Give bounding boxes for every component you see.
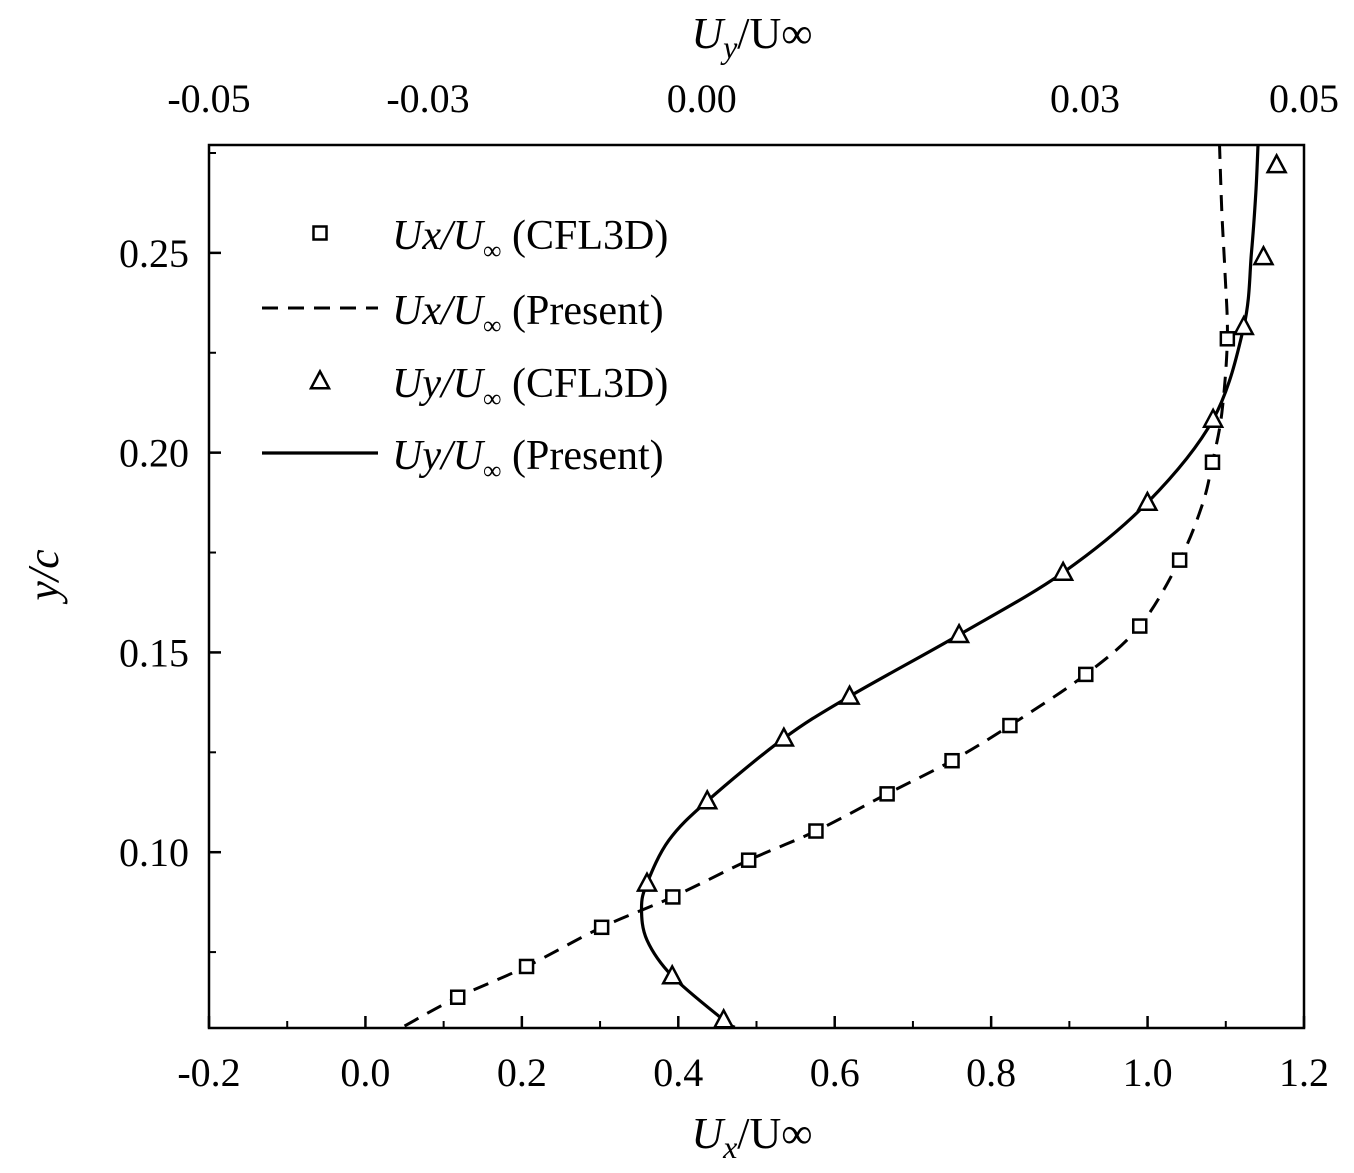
legend-item: Ux/U∞ (CFL3D) bbox=[312, 213, 668, 265]
legend-label: Uy/U∞ (CFL3D) bbox=[392, 361, 668, 413]
data-point-ux-cfl3d bbox=[1002, 717, 1018, 734]
data-point-ux-cfl3d bbox=[1204, 454, 1221, 470]
legend-label: Uy/U∞ (Present) bbox=[392, 433, 664, 485]
data-point-uy-cfl3d bbox=[1136, 490, 1159, 512]
axis-ticks: -0.2 0.0 0.2 0.4 0.6 0.8 1.0 1.2 -0.05 -0.03 0.00 0… bbox=[119, 76, 1339, 1095]
data-point-uy-cfl3d bbox=[696, 788, 719, 810]
plot-curves bbox=[403, 145, 1260, 1028]
x-tick-label-bottom: 0.0 bbox=[340, 1050, 390, 1095]
data-point-ux-cfl3d bbox=[593, 919, 610, 936]
x-tick-label-bottom: 0.4 bbox=[653, 1050, 703, 1095]
legend-square-icon bbox=[312, 225, 328, 241]
data-point-ux-cfl3d bbox=[944, 752, 960, 769]
data-point-uy-cfl3d bbox=[635, 871, 659, 892]
y-axis-title: y/c bbox=[19, 549, 68, 605]
legend-item: Uy/U∞ (CFL3D) bbox=[308, 361, 668, 413]
data-point-uy-cfl3d bbox=[838, 684, 861, 705]
data-point-ux-cfl3d bbox=[518, 958, 535, 975]
x-tick-label-top: -0.03 bbox=[386, 76, 469, 121]
data-point-uy-cfl3d bbox=[661, 963, 684, 985]
data-point-ux-cfl3d bbox=[1219, 331, 1236, 347]
data-point-ux-cfl3d bbox=[449, 989, 466, 1005]
legend-item: Ux/U∞ (Present) bbox=[262, 288, 664, 340]
data-point-uy-cfl3d bbox=[772, 726, 795, 747]
plot-markers bbox=[449, 152, 1288, 1029]
x-tick-label-bottom: 0.8 bbox=[966, 1050, 1016, 1095]
x-tick-label-bottom: 1.2 bbox=[1279, 1050, 1329, 1095]
x-axis-title-top: Uy/U∞ bbox=[691, 9, 812, 65]
legend-triangle-icon bbox=[308, 368, 332, 390]
y-tick-label: 0.15 bbox=[119, 630, 189, 675]
legend-label: Ux/U∞ (CFL3D) bbox=[392, 213, 668, 265]
series-line-ux-present bbox=[403, 145, 1229, 1028]
data-point-ux-cfl3d bbox=[879, 786, 895, 802]
y-tick-label: 0.20 bbox=[119, 431, 189, 476]
plot-frame bbox=[207, 143, 1306, 1030]
legend: Ux/U∞ (CFL3D) Ux/U∞ (Present) Uy/U∞ (CFL3D… bbox=[262, 213, 668, 485]
x-tick-label-top: 0.05 bbox=[1269, 76, 1339, 121]
x-tick-label-bottom: 0.2 bbox=[497, 1050, 547, 1095]
x-tick-label-bottom: 0.6 bbox=[810, 1050, 860, 1095]
x-tick-label-top: 0.00 bbox=[667, 76, 737, 121]
data-point-ux-cfl3d bbox=[665, 889, 681, 905]
data-point-ux-cfl3d bbox=[1078, 666, 1094, 683]
data-point-uy-cfl3d bbox=[1202, 407, 1225, 428]
y-tick-label: 0.25 bbox=[119, 231, 189, 276]
x-tick-label-bottom: 1.0 bbox=[1123, 1050, 1173, 1095]
data-point-ux-cfl3d bbox=[1171, 552, 1188, 568]
data-point-uy-cfl3d bbox=[1265, 152, 1288, 174]
x-axis-title-bottom: Ux/U∞ bbox=[691, 1109, 812, 1165]
x-tick-label-top: -0.05 bbox=[167, 76, 250, 121]
data-point-ux-cfl3d bbox=[1132, 618, 1148, 634]
y-tick-label: 0.10 bbox=[119, 830, 189, 875]
data-point-uy-cfl3d bbox=[1232, 314, 1255, 336]
legend-item: Uy/U∞ (Present) bbox=[262, 433, 664, 485]
data-point-ux-cfl3d bbox=[740, 852, 757, 868]
data-point-uy-cfl3d bbox=[947, 622, 971, 644]
data-point-uy-cfl3d bbox=[1052, 560, 1075, 581]
data-point-uy-cfl3d bbox=[1252, 244, 1275, 266]
data-point-ux-cfl3d bbox=[808, 823, 824, 839]
x-tick-label-top: 0.03 bbox=[1050, 76, 1120, 121]
x-tick-label-bottom: -0.2 bbox=[177, 1050, 240, 1095]
legend-label: Ux/U∞ (Present) bbox=[392, 288, 664, 340]
